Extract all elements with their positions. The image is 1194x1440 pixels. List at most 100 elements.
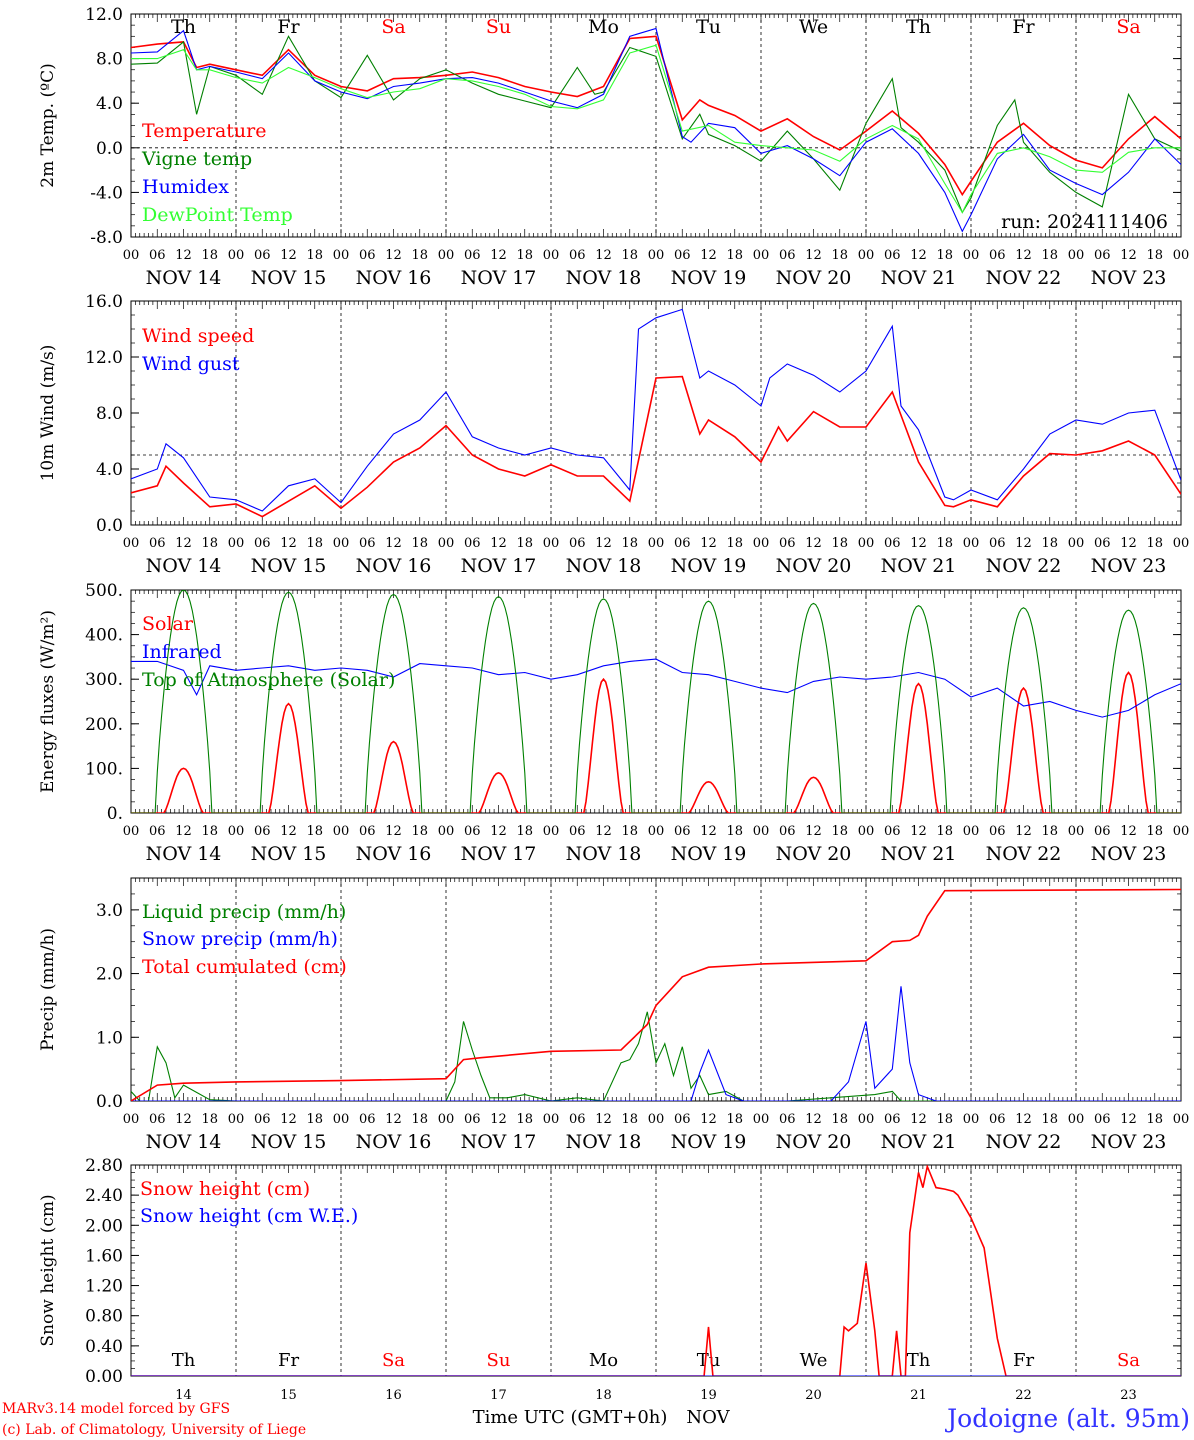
legend-entry: Wind gust bbox=[142, 353, 240, 375]
hour-tick-label: 00 bbox=[123, 248, 140, 263]
hour-tick-label: 00 bbox=[648, 248, 665, 263]
hour-tick-label: 18 bbox=[831, 824, 848, 839]
weekday-label: Su bbox=[487, 1350, 511, 1371]
legend-entry: Liquid precip (mm/h) bbox=[142, 901, 346, 923]
y-tick-label: 8.0 bbox=[96, 50, 123, 70]
hour-tick-label: 18 bbox=[306, 536, 323, 551]
day-label: NOV 23 bbox=[1091, 1131, 1167, 1153]
plot-frame bbox=[130, 300, 1182, 526]
hour-tick-label: 00 bbox=[1068, 824, 1085, 839]
day-label: NOV 21 bbox=[881, 1131, 957, 1153]
y-tick-label: 400. bbox=[85, 626, 123, 646]
run-annotation: run: 2024111406 bbox=[1001, 211, 1168, 233]
hour-tick-label: 18 bbox=[306, 824, 323, 839]
legend-entry: Total cumulated (cm) bbox=[142, 956, 347, 978]
y-tick-label: 2.40 bbox=[85, 1186, 123, 1206]
hour-tick-label: 12 bbox=[700, 536, 717, 551]
hour-tick-label: 18 bbox=[411, 1112, 428, 1127]
y-tick-label: 12.0 bbox=[85, 348, 123, 368]
day-label: NOV 23 bbox=[1091, 267, 1167, 289]
hour-tick-label: 06 bbox=[989, 536, 1006, 551]
day-label: NOV 22 bbox=[986, 555, 1062, 577]
weekday-label: Su bbox=[486, 16, 511, 38]
hour-tick-label: 12 bbox=[700, 1112, 717, 1127]
panel-3: 0. 100. 200. 300. 400. 500. Energy fluxes (W/m… bbox=[38, 581, 1189, 865]
legend-entry: Snow height (cm) bbox=[140, 1178, 310, 1200]
hour-tick-label: 06 bbox=[884, 536, 901, 551]
day-label: NOV 17 bbox=[461, 555, 537, 577]
hour-tick-label: 12 bbox=[385, 248, 402, 263]
y-tick-label: -4.0 bbox=[90, 183, 123, 203]
y-tick-label: 0. bbox=[107, 804, 123, 824]
day-label: NOV 19 bbox=[671, 1131, 747, 1153]
day-label: NOV 14 bbox=[146, 1131, 222, 1153]
hour-tick-label: 06 bbox=[1094, 248, 1111, 263]
series-line bbox=[131, 44, 1181, 214]
hour-tick-label: 00 bbox=[543, 536, 560, 551]
day-label: NOV 22 bbox=[986, 843, 1062, 865]
legend-entry: Snow height (cm W.E.) bbox=[140, 1205, 358, 1227]
day-label: NOV 19 bbox=[671, 267, 747, 289]
hour-tick-label: 06 bbox=[779, 536, 796, 551]
hour-tick-label: 06 bbox=[674, 824, 691, 839]
hour-tick-label: 00 bbox=[123, 1112, 140, 1127]
hour-tick-label: 00 bbox=[333, 248, 350, 263]
hour-tick-label: 18 bbox=[726, 1112, 743, 1127]
y-tick-label: 12.0 bbox=[85, 5, 123, 25]
day-number-label: 16 bbox=[385, 1388, 402, 1403]
hour-tick-label: 06 bbox=[149, 248, 166, 263]
hour-tick-label: 18 bbox=[411, 248, 428, 263]
hour-tick-label: 06 bbox=[569, 248, 586, 263]
weekday-label: Sa bbox=[381, 16, 405, 38]
hour-tick-label: 12 bbox=[910, 248, 927, 263]
hour-tick-label: 18 bbox=[621, 824, 638, 839]
hour-tick-label: 00 bbox=[1173, 536, 1190, 551]
hour-tick-label: 18 bbox=[936, 536, 953, 551]
hour-tick-label: 00 bbox=[1173, 824, 1190, 839]
y-tick-label: 0.00 bbox=[85, 1367, 123, 1387]
y-tick-label: 2.0 bbox=[96, 965, 123, 985]
y-tick-label: 500. bbox=[85, 581, 123, 601]
y-tick-label: 1.0 bbox=[96, 1028, 123, 1048]
y-tick-label: 16.0 bbox=[85, 292, 123, 312]
hour-tick-label: 06 bbox=[359, 536, 376, 551]
day-label: NOV 19 bbox=[671, 843, 747, 865]
hour-tick-label: 06 bbox=[989, 824, 1006, 839]
legend-entry: Temperature bbox=[142, 120, 266, 142]
weekday-label: Th bbox=[172, 1350, 196, 1371]
legend-entry: DewPoint Temp bbox=[142, 204, 293, 226]
time-axis-label: Time UTC (GMT+0h) bbox=[473, 1407, 668, 1428]
day-label: NOV 15 bbox=[251, 555, 327, 577]
hour-tick-label: 12 bbox=[805, 1112, 822, 1127]
day-label: NOV 14 bbox=[146, 267, 222, 289]
day-label: NOV 20 bbox=[776, 555, 852, 577]
hour-tick-label: 00 bbox=[1173, 1112, 1190, 1127]
day-label: NOV 21 bbox=[881, 555, 957, 577]
hour-tick-label: 12 bbox=[385, 824, 402, 839]
hour-tick-label: 12 bbox=[385, 536, 402, 551]
hour-tick-label: 00 bbox=[333, 536, 350, 551]
hour-tick-label: 00 bbox=[438, 824, 455, 839]
weekday-label: Th bbox=[907, 1350, 931, 1371]
hour-tick-label: 12 bbox=[805, 824, 822, 839]
hour-tick-label: 00 bbox=[963, 1112, 980, 1127]
hour-tick-label: 06 bbox=[674, 248, 691, 263]
hour-tick-label: 18 bbox=[621, 536, 638, 551]
series-line bbox=[131, 986, 1181, 1101]
day-label: NOV 14 bbox=[146, 843, 222, 865]
day-label: NOV 23 bbox=[1091, 555, 1167, 577]
weekday-label: Th bbox=[906, 16, 931, 38]
day-label: NOV 15 bbox=[251, 267, 327, 289]
hour-tick-label: 06 bbox=[254, 1112, 271, 1127]
hour-tick-label: 12 bbox=[280, 248, 297, 263]
hour-tick-label: 12 bbox=[280, 824, 297, 839]
hour-tick-label: 06 bbox=[1094, 824, 1111, 839]
hour-tick-label: 18 bbox=[726, 248, 743, 263]
day-label: NOV 17 bbox=[461, 843, 537, 865]
hour-tick-label: 12 bbox=[910, 536, 927, 551]
hour-tick-label: 12 bbox=[490, 536, 507, 551]
hour-tick-label: 18 bbox=[201, 1112, 218, 1127]
hour-tick-label: 18 bbox=[411, 824, 428, 839]
hour-tick-label: 06 bbox=[884, 248, 901, 263]
